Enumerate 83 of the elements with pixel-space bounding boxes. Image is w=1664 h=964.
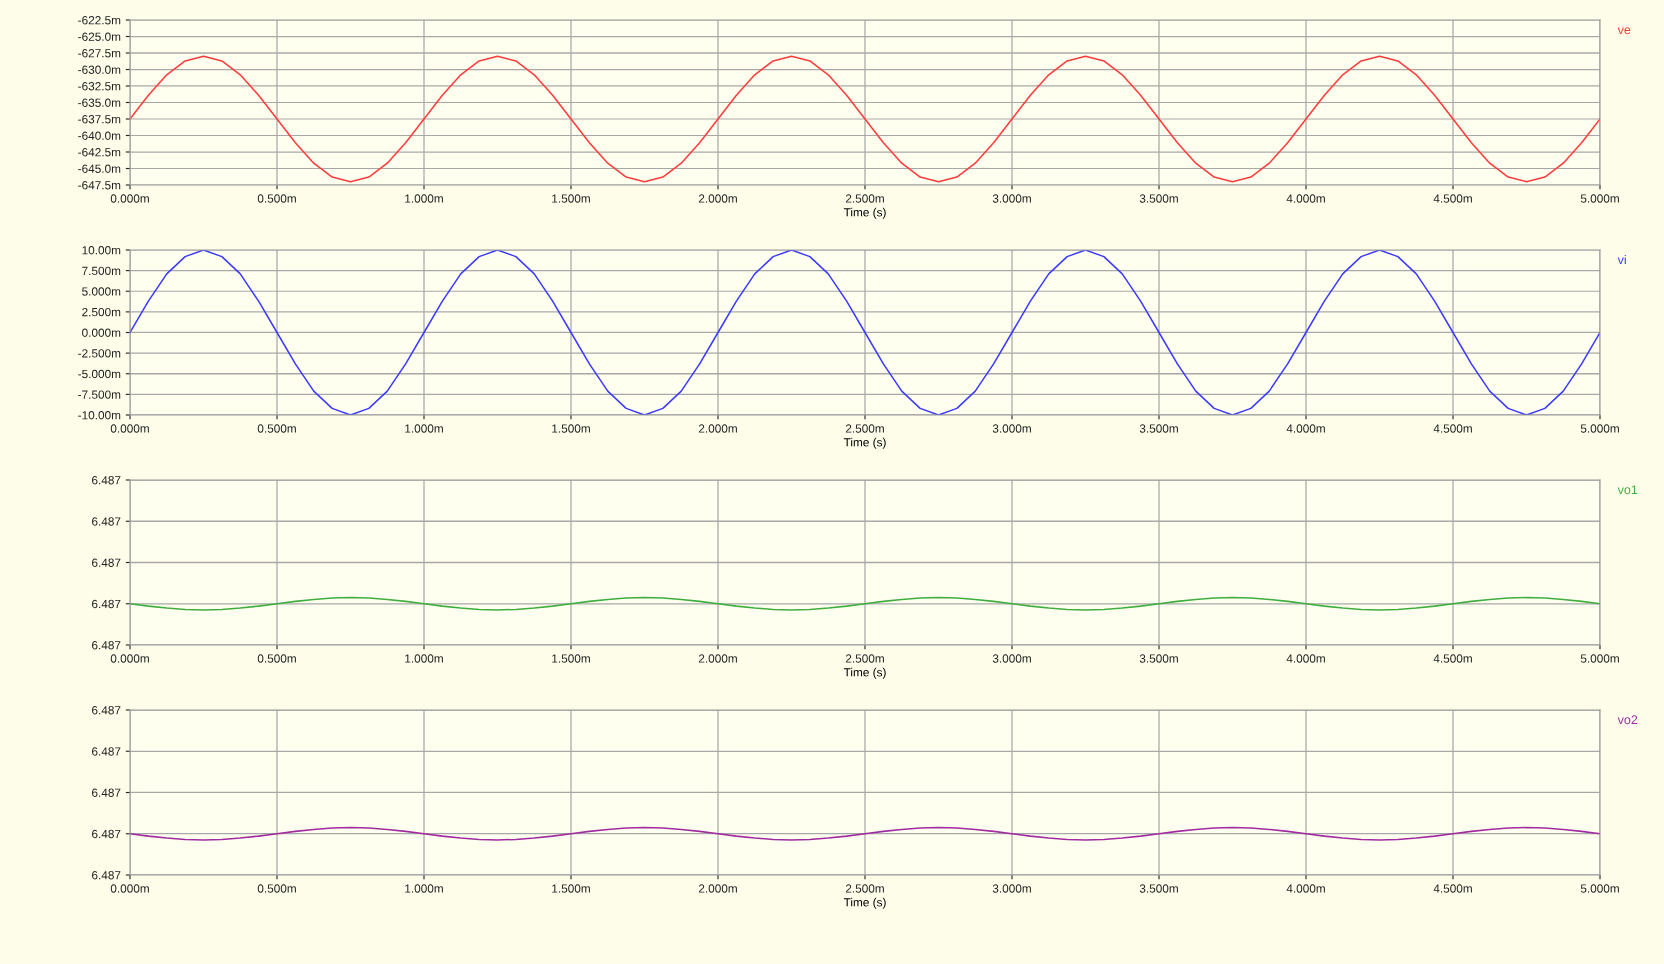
- x-tick-label: 4.500m: [1433, 884, 1472, 893]
- y-tick-label: -2.500m: [78, 349, 121, 358]
- x-axis-title: Time (s): [843, 667, 886, 679]
- y-tick-label: -627.5m: [78, 49, 121, 58]
- text: 6.487: [92, 599, 121, 609]
- x-tick-label: 4.000m: [1286, 654, 1325, 663]
- y-tick-label: -632.5m: [78, 82, 121, 91]
- x-tick-label: 1.500m: [552, 194, 590, 203]
- x-tick-label: 3.000m: [992, 884, 1031, 893]
- x-tick-label: 4.000m: [1286, 424, 1325, 433]
- text: vo1: [1617, 485, 1638, 495]
- x-tick-label: 4.500m: [1433, 194, 1472, 203]
- x-tick-label: 3.500m: [1139, 424, 1178, 433]
- x-tick-label: 0.500m: [257, 654, 296, 663]
- x-tick-label: 2.500m: [845, 424, 884, 433]
- x-tick-label: 1.500m: [552, 654, 590, 663]
- x-tick-label: 0.000m: [110, 194, 149, 203]
- y-tick-label: -635.0m: [78, 98, 121, 107]
- y-tick-label: 5.000m: [82, 287, 121, 296]
- x-axis-title: Time (s): [843, 437, 886, 449]
- y-tick-label: -622.5m: [78, 16, 121, 25]
- text: 6.487: [92, 706, 121, 715]
- x-tick-label: 1.000m: [405, 884, 443, 893]
- x-tick-label: 2.000m: [698, 194, 737, 203]
- text: 6.487: [92, 476, 121, 485]
- x-tick-label: 2.500m: [845, 884, 884, 893]
- y-tick-label: -630.0m: [78, 65, 121, 74]
- text: ve: [1617, 27, 1631, 35]
- x-tick-label: 1.000m: [405, 654, 443, 663]
- y-tick-label: 7.500m: [82, 266, 121, 276]
- y-tick-label: 2.500m: [82, 307, 121, 317]
- x-tick-label: 4.500m: [1433, 654, 1472, 663]
- x-tick-label: 5.000m: [1580, 424, 1619, 433]
- y-tick-label: -647.5m: [78, 181, 121, 190]
- x-tick-label: 3.500m: [1139, 654, 1178, 663]
- text: 6.487: [92, 871, 121, 880]
- x-tick-label: 4.000m: [1286, 884, 1325, 893]
- y-tick-label: -640.0m: [78, 131, 121, 140]
- text: 6.487: [92, 829, 121, 839]
- x-tick-label: 3.000m: [992, 654, 1031, 663]
- x-tick-label: 0.000m: [110, 424, 149, 433]
- x-tick-label: 2.500m: [845, 654, 884, 663]
- text: 6.487: [92, 558, 121, 567]
- y-tick-label: 10.00m: [82, 246, 121, 255]
- y-tick-label: -7.500m: [78, 390, 121, 399]
- x-tick-label: 5.000m: [1580, 194, 1619, 203]
- x-tick-label: 0.000m: [110, 654, 149, 663]
- x-tick-label: 0.500m: [257, 884, 296, 893]
- x-tick-label: 3.500m: [1139, 194, 1178, 203]
- x-tick-label: 0.500m: [257, 194, 296, 203]
- y-tick-label: -645.0m: [78, 164, 121, 173]
- x-axis-title: Time (s): [843, 897, 886, 909]
- text: 6.487: [92, 747, 121, 756]
- text: 6.487: [92, 517, 121, 526]
- x-tick-label: 1.500m: [552, 884, 590, 893]
- x-tick-label: 4.000m: [1286, 194, 1325, 203]
- x-tick-label: 4.500m: [1433, 424, 1472, 433]
- y-tick-label: -637.5m: [78, 115, 121, 124]
- y-tick-label: -5.000m: [78, 369, 121, 379]
- text: vi: [1617, 254, 1626, 265]
- x-tick-label: 3.000m: [992, 194, 1031, 203]
- x-tick-label: 5.000m: [1580, 654, 1619, 663]
- x-axis-title: Time (s): [843, 207, 886, 219]
- text: 6.487: [92, 641, 121, 650]
- x-tick-label: 2.500m: [845, 194, 884, 203]
- x-tick-label: 1.000m: [405, 194, 443, 203]
- x-tick-label: 2.000m: [698, 884, 737, 893]
- x-tick-label: 0.500m: [257, 424, 296, 433]
- x-tick-label: 3.500m: [1139, 884, 1178, 893]
- y-tick-label: 0.000m: [82, 328, 121, 337]
- x-tick-label: 1.500m: [552, 424, 590, 433]
- x-tick-label: 2.000m: [698, 654, 737, 663]
- y-tick-label: -10.00m: [78, 411, 121, 420]
- line-series: [130, 250, 1600, 415]
- x-tick-label: 1.000m: [405, 424, 443, 433]
- text: vo2: [1617, 715, 1638, 725]
- x-tick-label: 5.000m: [1580, 884, 1619, 893]
- y-tick-label: -642.5m: [78, 148, 121, 157]
- y-tick-label: -625.0m: [78, 32, 121, 41]
- x-tick-label: 3.000m: [992, 424, 1031, 433]
- text: 6.487: [92, 788, 121, 797]
- x-tick-label: 2.000m: [698, 424, 737, 433]
- x-tick-label: 0.000m: [110, 884, 149, 893]
